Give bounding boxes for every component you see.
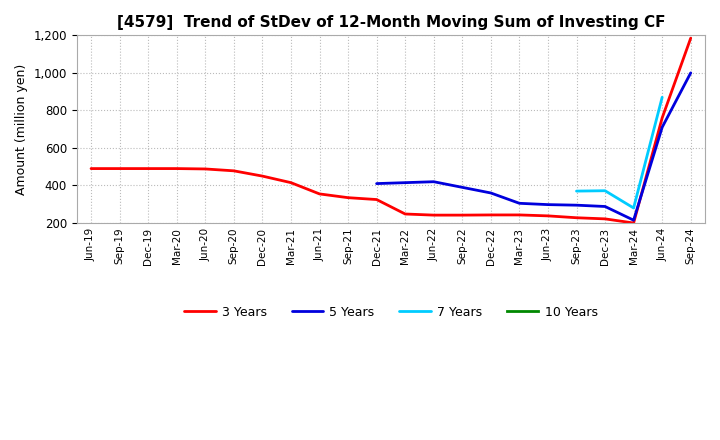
3 Years (372, 197, 381, 202)
3 Years (401, 211, 410, 216)
5 Years (658, 125, 667, 130)
5 Years (458, 185, 467, 190)
7 Years (572, 188, 581, 194)
3 Years (658, 115, 667, 121)
3 Years (287, 180, 295, 185)
Y-axis label: Amount (million yen): Amount (million yen) (15, 63, 28, 195)
3 Years (115, 166, 124, 171)
3 Years (172, 166, 181, 171)
3 Years (629, 220, 638, 226)
5 Years (572, 202, 581, 208)
7 Years (658, 95, 667, 100)
3 Years (686, 36, 695, 41)
3 Years (343, 195, 352, 200)
5 Years (401, 180, 410, 185)
3 Years (544, 213, 552, 219)
Line: 5 Years: 5 Years (377, 73, 690, 220)
3 Years (315, 191, 324, 197)
3 Years (515, 212, 523, 217)
7 Years (600, 188, 609, 193)
Line: 3 Years: 3 Years (91, 38, 690, 223)
3 Years (201, 166, 210, 172)
5 Years (600, 204, 609, 209)
3 Years (458, 213, 467, 218)
3 Years (258, 173, 266, 179)
Title: [4579]  Trend of StDev of 12-Month Moving Sum of Investing CF: [4579] Trend of StDev of 12-Month Moving… (117, 15, 665, 30)
5 Years (686, 70, 695, 76)
5 Years (372, 181, 381, 186)
3 Years (487, 212, 495, 217)
3 Years (600, 216, 609, 221)
5 Years (629, 217, 638, 223)
3 Years (86, 166, 95, 171)
3 Years (144, 166, 153, 171)
Line: 7 Years: 7 Years (577, 97, 662, 208)
Legend: 3 Years, 5 Years, 7 Years, 10 Years: 3 Years, 5 Years, 7 Years, 10 Years (179, 301, 603, 323)
3 Years (429, 213, 438, 218)
5 Years (487, 191, 495, 196)
3 Years (572, 215, 581, 220)
7 Years (629, 205, 638, 211)
3 Years (230, 168, 238, 173)
5 Years (515, 201, 523, 206)
5 Years (429, 179, 438, 184)
5 Years (544, 202, 552, 207)
